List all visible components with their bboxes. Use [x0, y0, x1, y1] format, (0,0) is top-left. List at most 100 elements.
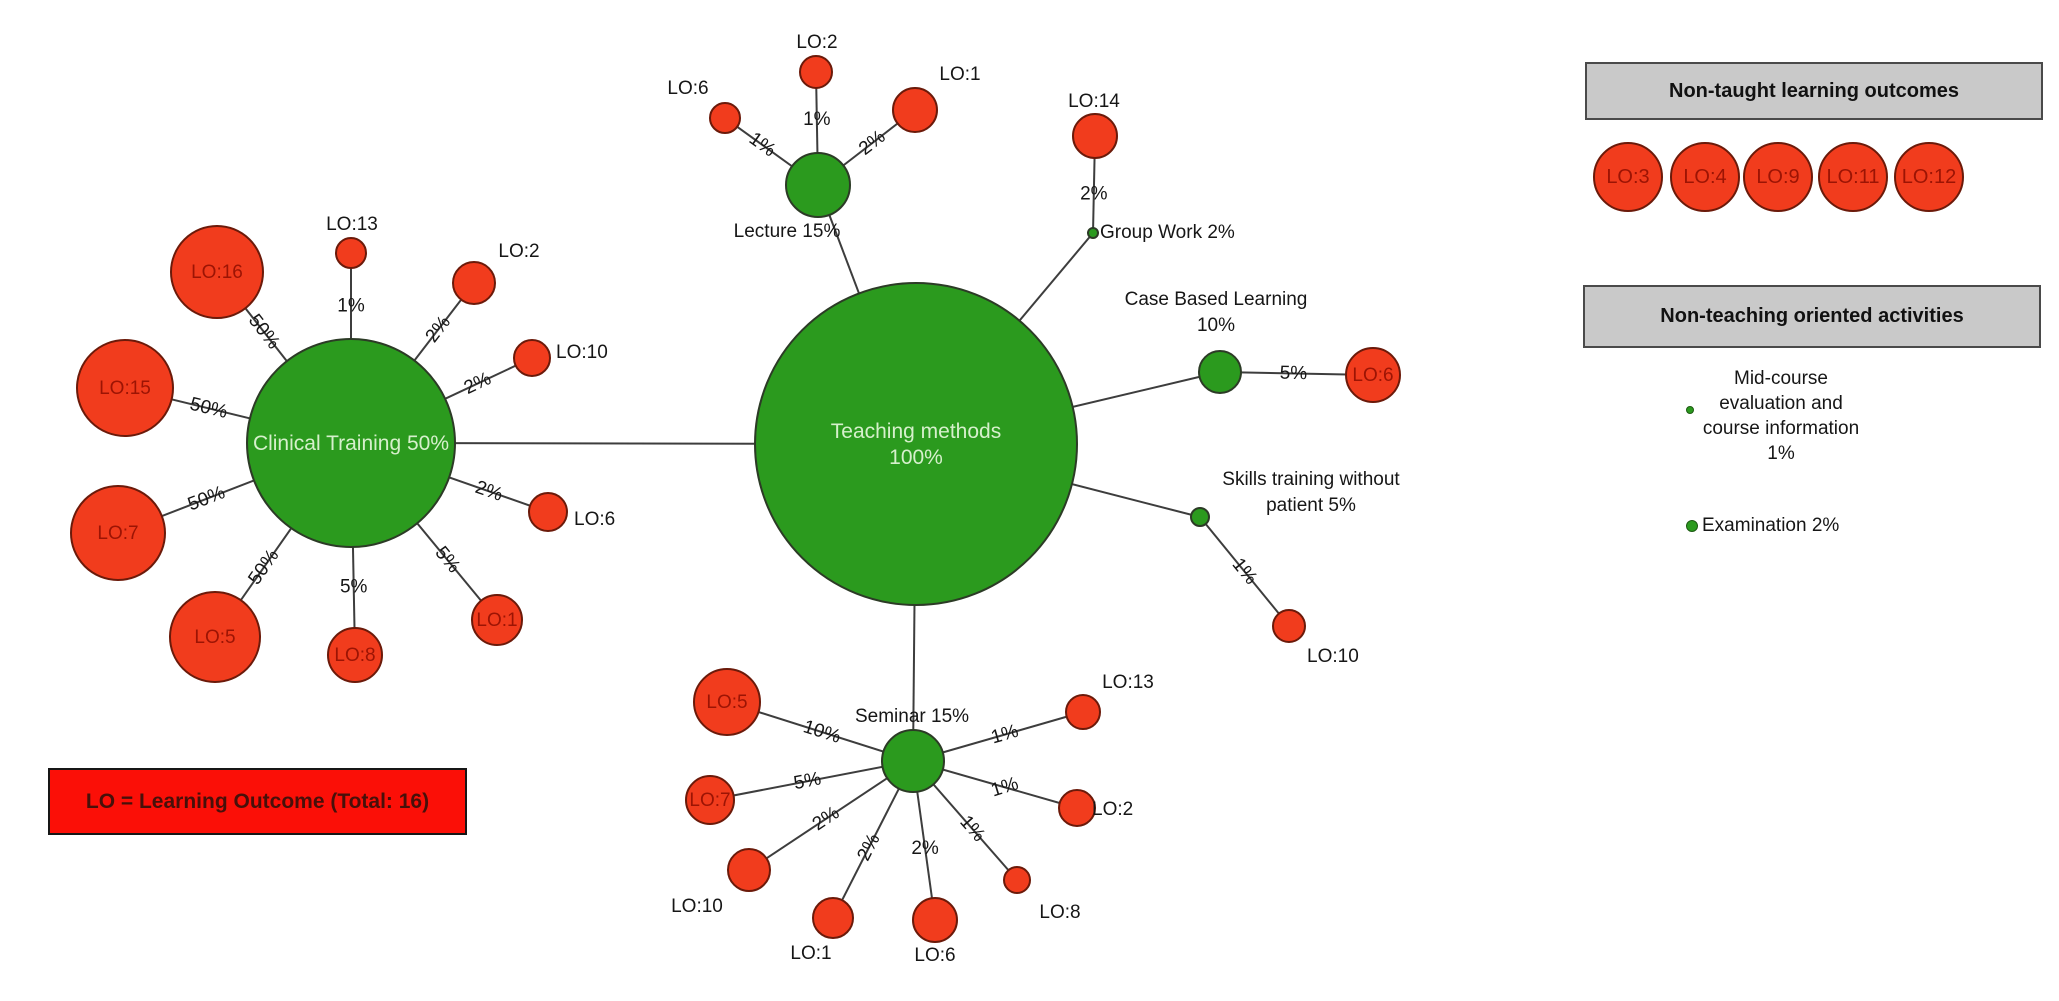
node-circle-c-lo15	[76, 339, 174, 437]
edge-percent-label: 1%	[989, 773, 1022, 801]
node-label-se-lo10: LO:10	[671, 896, 723, 917]
legend-non-taught-header: Non-taught learning outcomes	[1585, 62, 2043, 120]
edge-percent-label: 50%	[185, 482, 228, 515]
node-circle-skills	[1190, 507, 1210, 527]
node-circle-se-lo13	[1065, 694, 1101, 730]
node-circle-l-lo6	[709, 102, 741, 134]
mid-course-text: Mid-course evaluation and course informati…	[1702, 368, 1860, 464]
node-label-clinical: Clinical Training 50%	[253, 432, 449, 455]
node-label-l-lo2: LO:2	[796, 32, 837, 53]
node-circle-groupwork	[1087, 227, 1099, 239]
node-circle-s-lo10	[1272, 609, 1306, 643]
node-circle-teaching	[754, 282, 1078, 606]
node-label-cb-lo6: LO:6	[1352, 365, 1393, 386]
edge-percent-label: 2%	[911, 838, 939, 859]
node-label-c-lo10: LO:10	[556, 342, 608, 363]
abbreviation-note-text: LO = Learning Outcome (Total: 16)	[85, 789, 430, 813]
node-circle-c-lo16	[170, 225, 264, 319]
node-label-se-lo6: LO:6	[914, 945, 955, 966]
node-circle-clinical	[246, 338, 456, 548]
node-label-c-lo15: LO:15	[99, 378, 151, 399]
legend-non-teaching-header: Non-teaching oriented activities	[1583, 285, 2041, 348]
edge-percent-label: 2%	[472, 477, 505, 506]
edge-line-skills-s-lo10	[1199, 516, 1290, 627]
node-circle-c-lo10	[513, 339, 551, 377]
edge-percent-label: 2%	[855, 126, 890, 159]
abbreviation-note: LO = Learning Outcome (Total: 16)	[48, 768, 467, 835]
node-circle-l-lo1	[892, 87, 938, 133]
edge-percent-label: 5%	[340, 577, 368, 598]
edge-percent-label: 5%	[431, 543, 465, 578]
node-label-c-lo16: LO:16	[191, 262, 243, 283]
node-circle-c-lo6	[528, 492, 568, 532]
node-label-cbl: Case Based Learning 10%	[1125, 289, 1308, 336]
node-label-l-lo6: LO:6	[667, 78, 708, 99]
node-label-c-lo2: LO:2	[498, 241, 539, 262]
edge-percent-label: 2%	[853, 830, 884, 864]
node-circle-se-lo2	[1058, 789, 1096, 827]
node-circle-lecture	[785, 152, 851, 218]
node-circle-c-lo1	[471, 594, 523, 646]
examination-text: Examination 2%	[1702, 515, 1840, 536]
node-circle-g-lo14	[1072, 113, 1118, 159]
node-circle-se-lo10	[727, 848, 771, 892]
edge-percent-label: 2%	[1080, 184, 1108, 205]
node-circle-seminar	[881, 729, 945, 793]
node-circle-c-lo7	[70, 485, 166, 581]
node-circle-cb-lo6	[1345, 347, 1401, 403]
node-circle-se-lo5	[693, 668, 761, 736]
legend-outcome-circle-lo11: LO:11	[1818, 142, 1888, 212]
node-label-skills: Skills training without patient 5%	[1222, 469, 1400, 516]
node-label-c-lo8: LO:8	[334, 645, 375, 666]
node-label-se-lo13: LO:13	[1102, 672, 1154, 693]
edge-percent-label: 5%	[792, 768, 823, 794]
mid-course-dot	[1686, 406, 1694, 414]
edge-percent-label: 1%	[989, 721, 1021, 749]
legend-outcome-circle-lo4: LO:4	[1670, 142, 1740, 212]
node-label-se-lo8: LO:8	[1039, 902, 1080, 923]
node-circle-c-lo5	[169, 591, 261, 683]
edge-percent-label: 5%	[1280, 363, 1308, 385]
legend-outcome-circle-lo9: LO:9	[1743, 142, 1813, 212]
node-label-c-lo6: LO:6	[574, 509, 615, 530]
examination-dot	[1686, 520, 1698, 532]
edge-percent-label: 1%	[803, 109, 831, 130]
node-label-s-lo10: LO:10	[1307, 646, 1359, 667]
edge-percent-label: 2%	[809, 802, 844, 835]
node-circle-se-lo1	[812, 897, 854, 939]
node-circle-l-lo2	[799, 55, 833, 89]
edge-percent-label: 50%	[244, 310, 284, 353]
node-circle-c-lo2	[452, 261, 496, 305]
node-label-c-lo7: LO:7	[97, 523, 138, 544]
node-label-se-lo5: LO:5	[706, 692, 747, 713]
edge-percent-label: 10%	[801, 716, 844, 748]
edge-percent-label: 1%	[745, 128, 780, 161]
edge-percent-label: 1%	[337, 296, 365, 317]
node-label-se-lo7: LO:7	[689, 790, 730, 811]
node-label-c-lo5: LO:5	[194, 627, 235, 648]
legend-outcome-circle-lo12: LO:12	[1894, 142, 1964, 212]
edge-line-seminar-se-lo7	[709, 760, 914, 801]
node-circle-cbl	[1198, 350, 1242, 394]
node-label-seminar: Seminar 15%	[855, 706, 969, 727]
node-label-se-lo2: LO:2	[1092, 799, 1133, 820]
edge-line-seminar-se-lo10	[748, 760, 914, 871]
legend-non-teaching-title: Non-teaching oriented activities	[1660, 305, 1964, 327]
node-circle-se-lo8	[1003, 866, 1031, 894]
node-circle-se-lo7	[685, 775, 735, 825]
edge-percent-label: 50%	[188, 394, 230, 423]
edge-percent-label: 2%	[422, 312, 455, 347]
node-label-c-lo13: LO:13	[326, 214, 378, 235]
node-label-l-lo1: LO:1	[939, 64, 980, 85]
node-label-teaching: Teaching methods 100%	[831, 420, 1001, 469]
node-label-lecture: Lecture 15%	[734, 221, 841, 242]
node-label-se-lo1: LO:1	[790, 943, 831, 964]
node-circle-se-lo6	[912, 897, 958, 943]
node-label-g-lo14: LO:14	[1068, 91, 1120, 112]
edge-percent-label: 50%	[244, 545, 283, 588]
node-label-c-lo1: LO:1	[476, 610, 517, 631]
node-circle-c-lo13	[335, 237, 367, 269]
node-circle-c-lo8	[327, 627, 383, 683]
